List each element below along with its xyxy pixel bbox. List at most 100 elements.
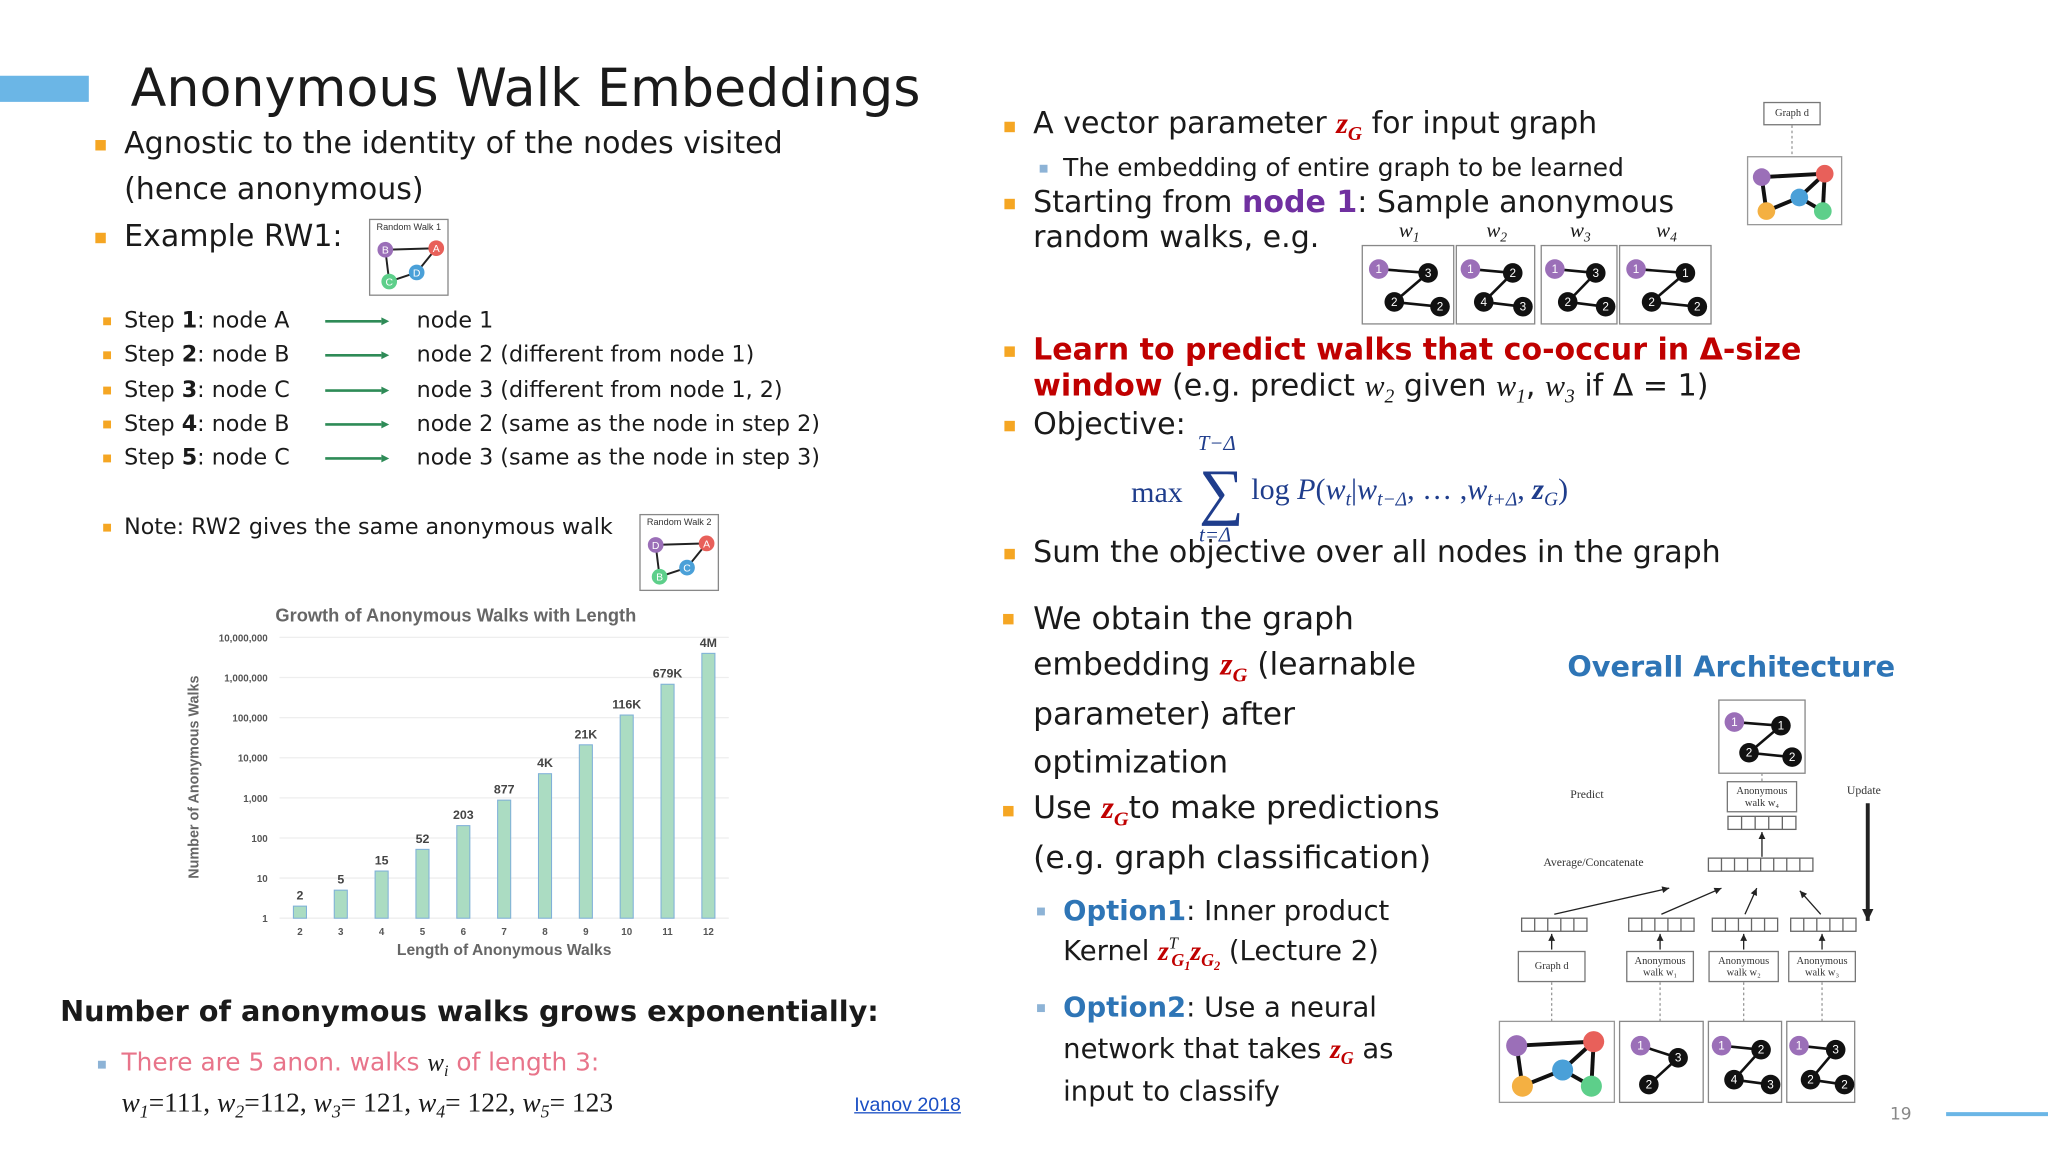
formula-upper: T−Δ <box>1197 432 1236 456</box>
text-line: Agnostic to the identity of the nodes vi… <box>124 127 783 163</box>
y-tick-label: 10,000 <box>238 754 268 765</box>
text-line: optimization <box>1033 744 1228 782</box>
graph-node-label: D <box>413 268 421 279</box>
bar <box>660 683 675 919</box>
formula-segment: w <box>1325 472 1346 506</box>
arrow-head <box>1750 888 1757 896</box>
formula-segment: w <box>1467 472 1488 506</box>
text-line: input to classify <box>1063 1075 1280 1108</box>
walk-node-label: 2 <box>1564 296 1571 309</box>
text-line: Step 1: node A <box>124 308 289 335</box>
embedding <box>1790 917 1857 932</box>
text-segment: G <box>1201 950 1214 971</box>
text-line: Note: RW2 gives the same anonymous walk <box>124 514 613 541</box>
embedding <box>1727 815 1797 831</box>
text-segment: Agnostic to the identity of the nodes vi… <box>124 126 783 161</box>
bullet <box>1003 805 1014 817</box>
text-segment: Example RW1: <box>124 219 343 254</box>
text-segment: : node B <box>197 341 290 369</box>
value-label: 4K <box>537 756 553 770</box>
text-segment: Step <box>124 377 182 404</box>
text-segment: = 121, <box>340 1086 418 1118</box>
text-segment: 4 <box>181 411 198 438</box>
bar <box>415 848 430 919</box>
text-segment: w <box>522 1086 541 1118</box>
value-label: 2 <box>296 889 303 903</box>
walk-node-label: 2 <box>1789 751 1796 764</box>
formula-segment: t−Δ <box>1377 489 1408 511</box>
text-segment: : node B <box>197 411 290 438</box>
text-segment: w <box>1496 369 1517 403</box>
walk-node <box>1825 1039 1846 1060</box>
graph-edge <box>655 542 707 546</box>
arrow-head <box>1758 831 1766 840</box>
text-segment: Step <box>124 307 182 335</box>
bullet <box>97 1060 106 1069</box>
aggregate-label: Average/Concatenate <box>1543 855 1644 869</box>
formula-segment: P <box>1297 472 1316 506</box>
text-segment: embedding <box>1033 645 1221 683</box>
walk-node <box>1751 1039 1771 1060</box>
y-tick-label: 1 <box>262 914 268 925</box>
walk-box <box>1618 1020 1704 1104</box>
walk-w: w <box>1398 220 1413 243</box>
text-segment: 3 <box>1565 386 1575 408</box>
bar <box>333 889 348 919</box>
graph-node <box>1580 1075 1602 1097</box>
walk-node-label: 1 <box>1778 720 1785 733</box>
walk-node <box>1641 292 1662 312</box>
formula-max: max <box>1131 475 1183 509</box>
walk-node <box>1687 296 1708 317</box>
text-segment: The embedding of entire graph to be lear… <box>1063 153 1624 183</box>
text-line: Kernel zTG1zG2 (Lecture 2) <box>1063 934 1379 975</box>
bullet <box>102 454 111 463</box>
walk-node <box>1460 259 1481 279</box>
walk-node-label: 3 <box>1767 1078 1774 1091</box>
text-segment: G <box>1347 124 1363 146</box>
y-axis-title: Number of Anonymous Walks <box>187 676 203 879</box>
text-line: Starting from node 1: Sample anonymous <box>1033 186 1674 222</box>
text-segment: , <box>1525 369 1545 404</box>
arrow-head <box>381 420 390 429</box>
walk-label: w4 <box>1656 217 1677 247</box>
citation-link[interactable]: Ivanov 2018 <box>854 1093 961 1117</box>
x-tick-label: 6 <box>461 927 467 938</box>
text-segment: w <box>417 1086 437 1118</box>
text-segment: : node A <box>197 307 290 335</box>
text-segment: z <box>1158 935 1169 967</box>
walk-caption: Anonymous walk w₁ <box>1626 950 1695 983</box>
bullet <box>1004 346 1015 357</box>
x-tick-label: 12 <box>703 927 714 938</box>
walk-node <box>1418 263 1438 283</box>
accent-bar <box>0 75 89 102</box>
walk-node-label: 1 <box>1796 1040 1803 1053</box>
walk-node <box>1782 747 1802 767</box>
bar <box>701 652 716 919</box>
walk-w: w <box>1656 220 1671 243</box>
arrow-head <box>1818 933 1826 941</box>
text-segment: 3 <box>181 377 198 404</box>
text-segment: Option1 <box>1063 895 1187 927</box>
walk-label: w2 <box>1486 217 1507 247</box>
graph-node-label: D <box>652 541 660 552</box>
formula-sum: ∑ <box>1199 457 1244 527</box>
value-label: 15 <box>375 853 389 867</box>
text-line: Number of anonymous walks grows exponent… <box>60 996 879 1030</box>
text-segment: Note: RW2 gives the same anonymous walk <box>124 514 613 541</box>
bar <box>292 905 307 919</box>
text-segment: w <box>216 1086 236 1118</box>
graph-node <box>377 241 394 258</box>
graph-node <box>1511 1075 1533 1097</box>
text-line: w1=111, w2=112, w3= 121, w4= 122, w5= 12… <box>121 1087 613 1124</box>
text-segment: Option2 <box>1063 991 1187 1024</box>
formula-body: log P(wt|wt−Δ, … ,wt+Δ, zG) <box>1251 471 1568 513</box>
walk-node <box>1724 712 1745 732</box>
arrow <box>1661 887 1722 915</box>
walk-caption: Graph d <box>1517 950 1586 983</box>
walk-node <box>1711 1035 1732 1056</box>
text-segment: window <box>1033 369 1163 404</box>
walk-node-label: 1 <box>1552 263 1559 276</box>
walk-node-label: 2 <box>1646 1078 1653 1091</box>
text-segment: node 2 (same as the node in step 2) <box>416 411 820 438</box>
